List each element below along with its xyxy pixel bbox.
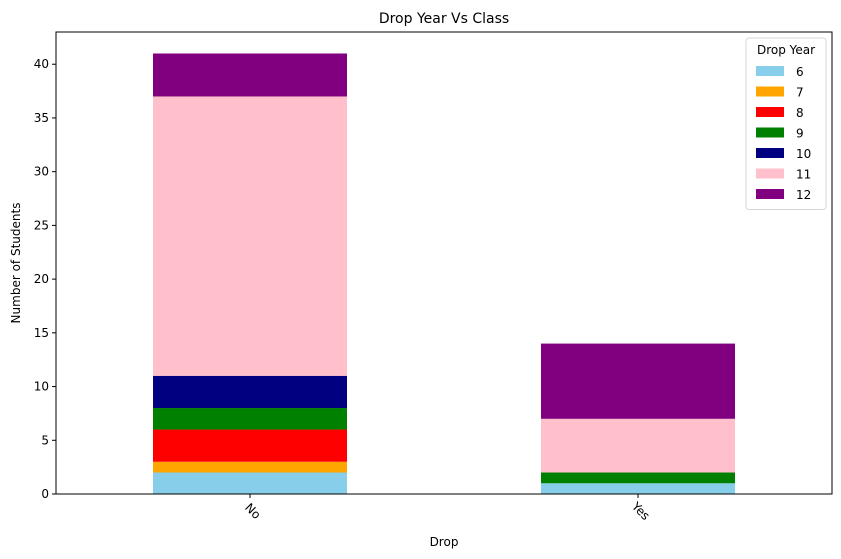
bars-group: [153, 53, 735, 494]
bar-segment-yes-9: [541, 472, 735, 484]
y-axis-label: Number of Students: [9, 203, 23, 324]
bar-segment-no-12: [153, 53, 347, 97]
y-tick-label: 10: [34, 380, 49, 394]
legend-swatch-8: [756, 107, 784, 117]
x-axis-label: Drop: [430, 535, 459, 549]
legend-label-6: 6: [796, 65, 804, 79]
x-axis: No Yes: [242, 494, 653, 523]
legend-swatch-11: [756, 168, 784, 179]
chart-title: Drop Year Vs Class: [379, 11, 509, 27]
bar-segment-no-11: [153, 96, 347, 376]
legend-title: Drop Year: [757, 43, 815, 57]
legend-swatch-9: [756, 127, 784, 138]
y-tick-label: 35: [34, 111, 49, 125]
legend-swatch-6: [756, 66, 784, 76]
legend-label-9: 9: [796, 127, 804, 141]
bar-segment-no-7: [153, 461, 347, 473]
legend-label-7: 7: [796, 86, 804, 100]
bar-segment-no-10: [153, 375, 347, 409]
y-tick-label: 30: [34, 165, 49, 179]
bar-segment-no-8: [153, 429, 347, 462]
bar-segment-yes-6: [541, 483, 735, 494]
y-tick-label: 5: [41, 433, 49, 447]
y-tick-label: 20: [34, 272, 49, 286]
bar-segment-yes-12: [541, 343, 735, 419]
y-axis: 0 5 10 15 20 25 30 35 40: [34, 57, 56, 501]
bar-segment-yes-11: [541, 418, 735, 473]
legend-swatch-7: [756, 86, 784, 97]
x-tick-label: No: [242, 500, 263, 521]
bar-segment-no-9: [153, 408, 347, 430]
legend-swatch-12: [756, 189, 784, 199]
y-tick-label: 15: [34, 326, 49, 340]
legend-box: [745, 37, 827, 210]
legend-label-12: 12: [796, 188, 811, 202]
bar-segment-no-6: [153, 472, 347, 494]
legend: Drop Year 6 7 8 9 10 11 12: [745, 37, 827, 210]
legend-label-10: 10: [796, 147, 811, 161]
legend-swatch-10: [756, 148, 784, 158]
plot-frame: [55, 31, 833, 495]
legend-label-11: 11: [796, 168, 811, 182]
legend-label-8: 8: [796, 106, 804, 120]
y-tick-label: 0: [41, 487, 49, 501]
x-tick-label: Yes: [628, 499, 652, 523]
y-tick-label: 25: [34, 218, 49, 232]
y-tick-label: 40: [34, 57, 49, 71]
